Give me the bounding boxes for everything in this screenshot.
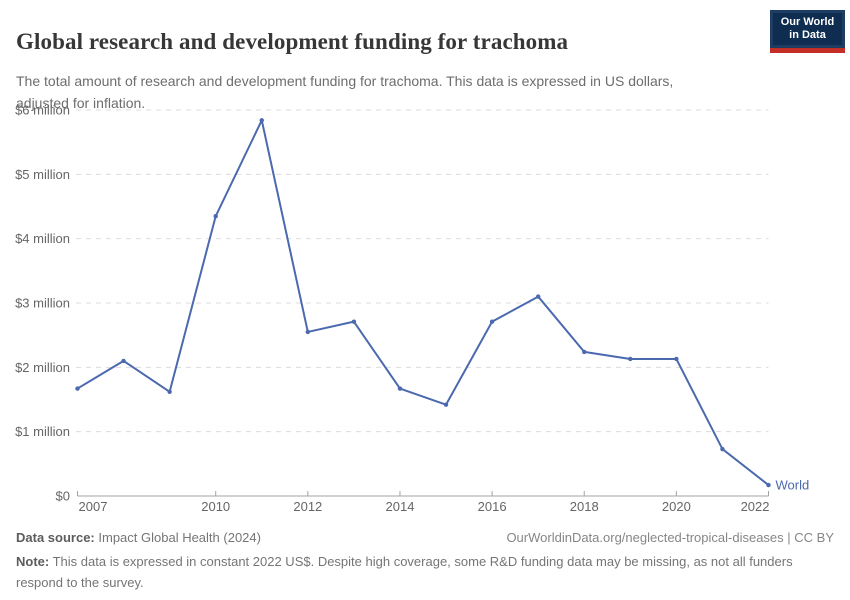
owid-logo-line2: in Data xyxy=(789,29,826,41)
owid-logo-text: Our World in Data xyxy=(770,10,845,48)
note-line: Note: This data is expressed in constant… xyxy=(16,551,834,593)
line-chart: $0 $1 million $2 million $3 million $4 milli… xyxy=(15,103,810,515)
data-point[interactable] xyxy=(766,482,771,488)
data-point[interactable] xyxy=(259,118,264,123)
note-value: This data is expressed in constant 2022 … xyxy=(16,554,793,590)
series-label[interactable]: World xyxy=(776,478,810,493)
x-axis-label: 2014 xyxy=(386,499,415,514)
data-point[interactable] xyxy=(213,213,218,219)
data-point[interactable] xyxy=(582,349,587,355)
owid-logo-red-bar xyxy=(770,48,845,53)
data-source-label: Data source: xyxy=(16,530,95,545)
data-point[interactable] xyxy=(674,356,679,362)
y-axis-label: $1 million xyxy=(15,424,70,439)
data-point[interactable] xyxy=(535,294,541,299)
y-axis-label: $6 million xyxy=(15,103,70,118)
data-line[interactable] xyxy=(76,119,770,487)
x-axis-label: 2022 xyxy=(741,499,770,514)
y-axis-label: $4 million xyxy=(15,231,70,246)
x-axis-label: 2016 xyxy=(478,499,507,514)
x-axis-label: 2012 xyxy=(293,499,322,514)
note-label: Note: xyxy=(16,554,50,569)
data-point[interactable] xyxy=(305,329,311,335)
y-axis-label: $0 xyxy=(56,489,70,504)
x-axis-label: 2010 xyxy=(201,499,230,514)
data-point[interactable] xyxy=(167,389,172,394)
data-point[interactable] xyxy=(351,319,357,324)
data-source-line: Data source: Impact Global Health (2024) xyxy=(16,530,261,545)
x-axis-label: 2020 xyxy=(662,499,691,514)
owid-logo[interactable]: Our World in Data xyxy=(770,10,845,53)
owid-logo-line1: Our World xyxy=(780,16,835,28)
page-subtitle: The total amount of research and develop… xyxy=(16,73,674,111)
y-axis-label: $2 million xyxy=(15,360,70,375)
data-point[interactable] xyxy=(397,386,403,391)
y-axis-label: $5 million xyxy=(15,167,70,182)
footer-row: Data source: Impact Global Health (2024)… xyxy=(16,530,834,545)
data-source-value: Impact Global Health (2024) xyxy=(98,530,261,545)
x-axis-label: 2018 xyxy=(570,499,599,514)
page-title: Global research and development funding … xyxy=(16,29,569,55)
data-point[interactable] xyxy=(720,446,725,452)
data-point[interactable] xyxy=(489,319,495,324)
y-axis-label: $3 million xyxy=(15,296,70,311)
data-point[interactable] xyxy=(75,386,80,391)
data-point[interactable] xyxy=(443,402,449,407)
chart-footer: Data source: Impact Global Health (2024)… xyxy=(16,530,834,593)
data-point[interactable] xyxy=(121,358,126,364)
x-axis-label: 2007 xyxy=(79,499,108,514)
attribution-link[interactable]: OurWorldinData.org/neglected-tropical-di… xyxy=(506,530,834,545)
data-point[interactable] xyxy=(628,356,633,362)
